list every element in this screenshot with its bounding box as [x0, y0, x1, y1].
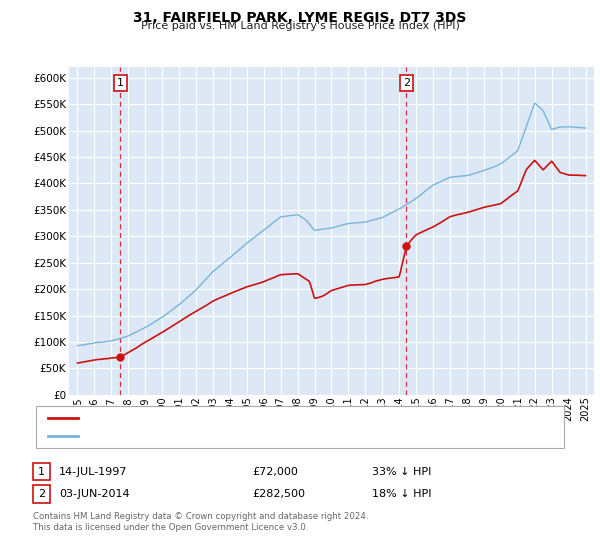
Text: HPI: Average price, detached house, Dorset: HPI: Average price, detached house, Dors… — [84, 431, 311, 441]
Text: £72,000: £72,000 — [252, 466, 298, 477]
Text: Contains HM Land Registry data © Crown copyright and database right 2024.
This d: Contains HM Land Registry data © Crown c… — [33, 512, 368, 532]
Text: 18% ↓ HPI: 18% ↓ HPI — [372, 489, 431, 499]
Text: 31, FAIRFIELD PARK, LYME REGIS, DT7 3DS: 31, FAIRFIELD PARK, LYME REGIS, DT7 3DS — [133, 11, 467, 25]
Text: 2: 2 — [38, 489, 45, 499]
Text: 31, FAIRFIELD PARK, LYME REGIS, DT7 3DS (detached house): 31, FAIRFIELD PARK, LYME REGIS, DT7 3DS … — [84, 413, 399, 423]
Text: 03-JUN-2014: 03-JUN-2014 — [59, 489, 130, 499]
Text: Price paid vs. HM Land Registry's House Price Index (HPI): Price paid vs. HM Land Registry's House … — [140, 21, 460, 31]
Text: 33% ↓ HPI: 33% ↓ HPI — [372, 466, 431, 477]
Text: 1: 1 — [38, 466, 45, 477]
Text: 2: 2 — [403, 78, 410, 88]
Text: £282,500: £282,500 — [252, 489, 305, 499]
Text: 14-JUL-1997: 14-JUL-1997 — [59, 466, 127, 477]
Text: 1: 1 — [117, 78, 124, 88]
